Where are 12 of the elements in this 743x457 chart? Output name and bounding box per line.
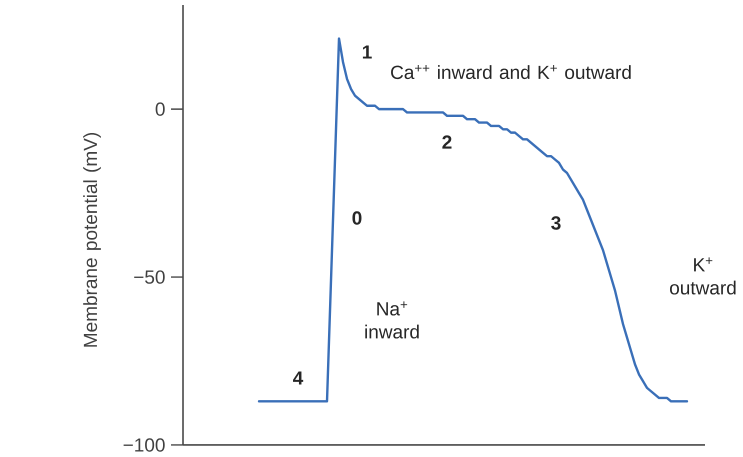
annotation: 4 bbox=[293, 371, 304, 385]
y-tick-label: −100 bbox=[124, 438, 165, 452]
y-tick-label: 0 bbox=[156, 102, 165, 116]
annotation: 2 bbox=[442, 135, 452, 149]
annotation: 0 bbox=[352, 211, 362, 225]
y-tick-label: −50 bbox=[134, 270, 165, 284]
annotation: Ca$^{++}$ inward and K$^{+}$ outward bbox=[391, 64, 631, 80]
annotation: 1 bbox=[362, 45, 372, 59]
annotation: 3 bbox=[551, 216, 561, 230]
y-axis-title: Membrane potential (mV) bbox=[83, 132, 101, 347]
text: Na$^{+}$ inward bbox=[365, 301, 419, 339]
text: K$^{+}$ outward bbox=[670, 257, 736, 295]
